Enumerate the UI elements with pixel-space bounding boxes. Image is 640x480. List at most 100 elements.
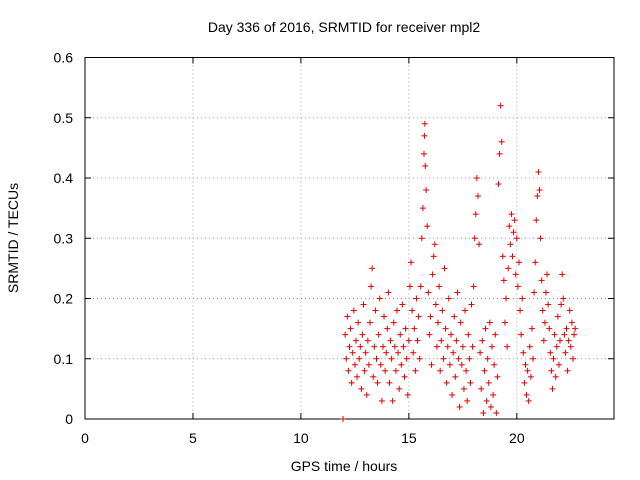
data-point <box>555 361 562 368</box>
data-point <box>404 391 411 398</box>
data-point <box>447 331 454 338</box>
data-point <box>445 295 452 302</box>
data-point <box>544 271 551 278</box>
y-tick-label: 0.2 <box>54 291 74 307</box>
data-point <box>459 343 466 350</box>
x-tick-label: 0 <box>81 430 89 446</box>
data-point <box>465 331 472 338</box>
x-tick-label: 10 <box>293 430 309 446</box>
data-point <box>525 397 532 404</box>
data-point <box>358 385 365 392</box>
data-point <box>419 205 426 212</box>
data-point <box>371 343 378 350</box>
data-point <box>402 325 409 332</box>
data-point <box>390 319 397 326</box>
data-point <box>424 223 431 230</box>
data-point <box>368 283 375 290</box>
data-point <box>538 277 545 284</box>
data-point <box>432 301 439 308</box>
data-point <box>342 331 349 338</box>
data-point <box>425 289 432 296</box>
data-point <box>489 343 496 350</box>
data-point <box>484 355 491 362</box>
data-point <box>446 361 453 368</box>
data-point <box>369 265 376 272</box>
data-point <box>388 355 395 362</box>
data-point <box>479 337 486 344</box>
data-point <box>495 181 502 188</box>
data-point <box>457 319 464 326</box>
data-point <box>483 397 490 404</box>
data-point <box>395 349 402 356</box>
data-point <box>443 379 450 386</box>
data-point <box>386 379 393 386</box>
data-point <box>410 349 417 356</box>
data-point <box>497 102 504 109</box>
data-point <box>415 313 422 320</box>
data-point <box>426 331 433 338</box>
data-point <box>474 193 481 200</box>
data-point <box>453 337 460 344</box>
data-point <box>460 385 467 392</box>
data-point <box>357 343 364 350</box>
data-point <box>545 301 552 308</box>
data-point <box>542 289 549 296</box>
data-point <box>396 385 403 392</box>
data-point <box>430 253 437 260</box>
data-point <box>477 349 484 356</box>
data-point <box>526 343 533 350</box>
data-point <box>562 349 569 356</box>
data-point <box>378 397 385 404</box>
data-point <box>403 355 410 362</box>
data-point <box>441 265 448 272</box>
data-point <box>427 313 434 320</box>
data-point <box>418 235 425 242</box>
data-point <box>485 379 492 386</box>
data-point <box>456 403 463 410</box>
data-point <box>412 367 419 374</box>
data-point <box>482 325 489 332</box>
data-point <box>540 337 547 344</box>
data-point <box>518 331 525 338</box>
data-point <box>444 343 451 350</box>
data-point <box>501 319 508 326</box>
data-point <box>420 150 427 157</box>
y-tick-label: 0.5 <box>54 110 74 126</box>
data-point <box>362 349 369 356</box>
data-point <box>384 325 391 332</box>
data-point <box>462 307 469 314</box>
data-point <box>436 283 443 290</box>
data-point <box>463 367 470 374</box>
data-point <box>417 283 424 290</box>
data-point <box>493 409 500 416</box>
data-point <box>470 283 477 290</box>
data-point <box>400 343 407 350</box>
data-point <box>554 313 561 320</box>
data-point <box>499 253 506 260</box>
data-point <box>382 367 389 374</box>
data-point <box>421 132 428 139</box>
data-point <box>437 367 444 374</box>
data-point <box>566 307 573 314</box>
data-point <box>344 313 351 320</box>
data-point <box>549 385 556 392</box>
data-point <box>500 277 507 284</box>
data-point <box>572 325 579 332</box>
data-point <box>535 168 542 175</box>
data-point <box>391 343 398 350</box>
data-point <box>524 367 531 374</box>
data-point <box>389 397 396 404</box>
y-tick-label: 0.4 <box>54 170 74 186</box>
y-tick-label: 0 <box>65 411 73 427</box>
data-point <box>375 331 382 338</box>
data-point <box>345 367 352 374</box>
data-point <box>352 337 359 344</box>
data-point <box>377 361 384 368</box>
data-point <box>423 187 430 194</box>
data-point <box>433 343 440 350</box>
data-point <box>553 343 560 350</box>
data-point <box>567 343 574 350</box>
data-point <box>503 295 510 302</box>
data-point <box>492 331 499 338</box>
grid-layer <box>85 57 614 419</box>
